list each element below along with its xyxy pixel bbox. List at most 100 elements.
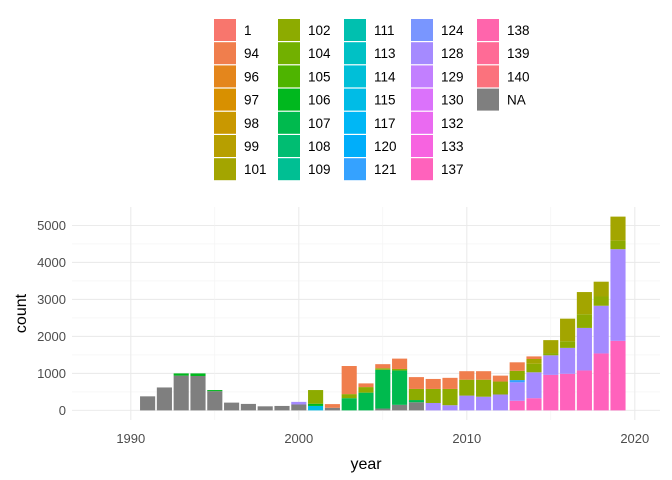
bar-segment-2012-128: [492, 394, 508, 411]
legend-item-107: 107: [278, 111, 331, 134]
legend-item-106: 106: [278, 88, 331, 111]
legend-label-1: 1: [244, 23, 252, 38]
bar-segment-2015-102: [543, 353, 559, 356]
legend-item-94: 94: [214, 42, 260, 65]
legend-key-132: [411, 111, 433, 134]
legend-item-132: 132: [411, 111, 464, 134]
legend-key-113: [344, 42, 366, 65]
legend-key-105: [278, 65, 300, 88]
legend-key-130: [411, 88, 433, 111]
bar-segment-2003-102: [341, 394, 357, 399]
legend-key-124: [411, 19, 433, 41]
legend-label-138: 138: [507, 23, 530, 38]
bar-segment-2014-94: [526, 356, 542, 359]
bar-segment-2017-102: [576, 314, 592, 328]
bar-segment-2001-102: [308, 390, 324, 404]
legend-item-1: 1: [214, 19, 252, 41]
legend-item-113: 113: [344, 42, 396, 65]
y-tick-label: 5000: [37, 218, 66, 233]
bar-segment-2007-102: [408, 388, 424, 401]
bar-segment-2016-128: [560, 347, 576, 374]
bar-segment-2008-102: [425, 388, 441, 403]
legend-label-98: 98: [244, 116, 259, 131]
legend-item-101: 101: [214, 158, 267, 181]
bar-segment-2016-137: [560, 373, 576, 411]
legend-label-105: 105: [308, 69, 331, 84]
legend-label-99: 99: [244, 139, 259, 154]
legend-item-97: 97: [214, 88, 259, 111]
bar-segment-2018-128: [593, 305, 609, 354]
bar-segment-2014-101: [526, 358, 542, 364]
legend-label-130: 130: [441, 93, 464, 108]
bar-segment-2015-128: [543, 355, 559, 375]
legend-item-105: 105: [278, 65, 331, 88]
y-tick-label: 1000: [37, 366, 66, 381]
bar-segment-1998-NA: [257, 406, 273, 411]
bar-segment-1992-NA: [156, 387, 172, 411]
bar-segment-2013-102: [509, 370, 525, 381]
bar-segment-2011-128: [476, 396, 492, 411]
bar-segment-2009-128: [442, 405, 458, 411]
legend-label-128: 128: [441, 46, 464, 61]
legend-item-98: 98: [214, 111, 259, 134]
bar-segment-2006-NA: [392, 404, 408, 411]
legend-key-114: [344, 65, 366, 88]
bar-segment-2015-101: [543, 340, 559, 354]
bar-segment-1991-NA: [140, 396, 156, 411]
bar-segment-2013-121: [509, 380, 525, 383]
bar-segment-2014-128: [526, 372, 542, 399]
legend-item-102: 102: [278, 19, 331, 41]
legend-label-101: 101: [244, 162, 267, 177]
legend-item-108: 108: [278, 135, 331, 157]
legend-item-129: 129: [411, 65, 464, 88]
bar-segment-2007-NA: [408, 402, 424, 411]
bars: [140, 216, 626, 411]
bar-segment-2009-94: [442, 377, 458, 389]
legend-label-133: 133: [441, 139, 464, 154]
bar-segment-2003-107: [341, 398, 357, 411]
bar-segment-1994-NA: [190, 375, 206, 411]
legend-key-129: [411, 65, 433, 88]
bar-segment-2013-94: [509, 362, 525, 371]
legend-key-140: [477, 65, 499, 88]
bar-segment-2007-107: [408, 400, 424, 403]
bar-segment-2010-94: [459, 371, 475, 380]
legend-item-NA: NA: [477, 88, 526, 111]
bar-segment-2002-NA: [324, 407, 340, 411]
bar-segment-1995-NA: [207, 391, 223, 411]
bar-segment-2006-94: [392, 358, 408, 369]
legend-key-107: [278, 111, 300, 134]
bar-segment-2017-101: [576, 292, 592, 315]
bar-segment-2001-115: [308, 405, 324, 411]
bar-segment-2010-128: [459, 395, 475, 411]
bar-segment-2005-94: [375, 364, 391, 369]
bar-segment-1995-106: [207, 390, 223, 392]
legend-item-133: 133: [411, 135, 464, 157]
legend-label-106: 106: [308, 93, 331, 108]
bar-segment-1993-NA: [173, 375, 189, 411]
bar-segment-2015-137: [543, 374, 559, 411]
legend-key-NA: [477, 88, 499, 111]
legend-label-113: 113: [374, 46, 396, 61]
bar-segment-2006-102: [392, 368, 408, 371]
legend-key-133: [411, 135, 433, 157]
bar-segment-2002-94: [324, 404, 340, 408]
bar-segment-2018-102: [593, 296, 609, 306]
legend-label-114: 114: [374, 69, 396, 84]
bar-segment-2000-128: [291, 401, 307, 405]
bar-segment-2012-94: [492, 375, 508, 382]
bar-segment-2018-137: [593, 353, 609, 411]
x-tick-label: 2000: [284, 431, 313, 446]
legend-key-1: [214, 19, 236, 41]
legend-key-98: [214, 111, 236, 134]
bar-segment-1996-NA: [224, 402, 240, 411]
bar-segment-2019-102: [610, 240, 626, 250]
bar-segment-2005-102: [375, 368, 391, 370]
bar-segment-2017-128: [576, 327, 592, 371]
legend-item-128: 128: [411, 42, 464, 65]
legend-key-137: [411, 158, 433, 181]
legend-key-102: [278, 19, 300, 41]
legend-key-128: [411, 42, 433, 65]
bar-segment-2006-107: [392, 370, 408, 405]
